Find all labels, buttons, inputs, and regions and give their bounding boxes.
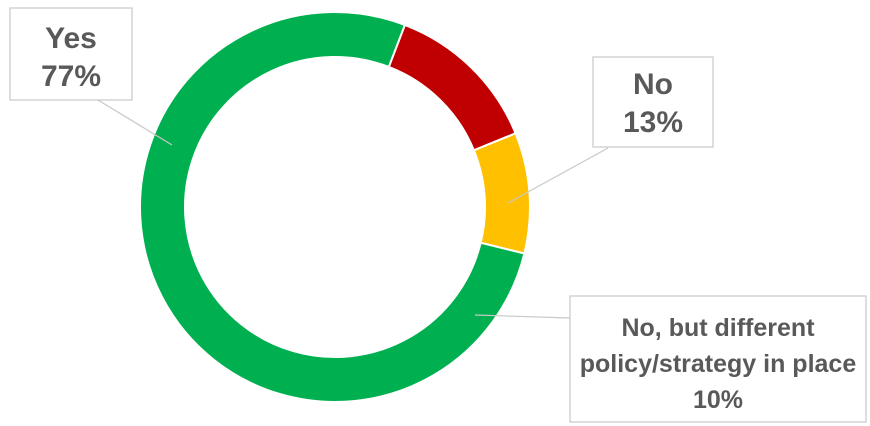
- callout-no-but-different: No, but different policy/strategy in pla…: [474, 295, 867, 423]
- callout-no-but-different-leader: [474, 314, 571, 319]
- slice-no-but-different: [472, 132, 531, 255]
- callout-no-but-different-box: [569, 295, 867, 423]
- callout-no-box: [592, 56, 714, 148]
- slice-value-no-but-different: 10%: [693, 386, 743, 414]
- callout-no-leader: [507, 147, 609, 204]
- slice-no: [387, 23, 517, 152]
- slice-value-yes: 77%: [41, 60, 101, 93]
- slice-label-no-but-different-line2: policy/strategy in place: [580, 350, 857, 378]
- callout-no: No 13%: [507, 56, 714, 204]
- callout-yes-leader: [97, 99, 173, 146]
- donut-slices: [139, 11, 531, 403]
- slice-label-yes: Yes: [45, 22, 97, 55]
- callout-yes-box: [9, 7, 133, 101]
- slice-yes: [139, 11, 526, 403]
- callout-yes: Yes 77%: [9, 7, 173, 146]
- slice-label-no: No: [633, 68, 673, 101]
- slice-value-no: 13%: [623, 106, 683, 139]
- slice-label-no-but-different-line1: No, but different: [621, 314, 815, 342]
